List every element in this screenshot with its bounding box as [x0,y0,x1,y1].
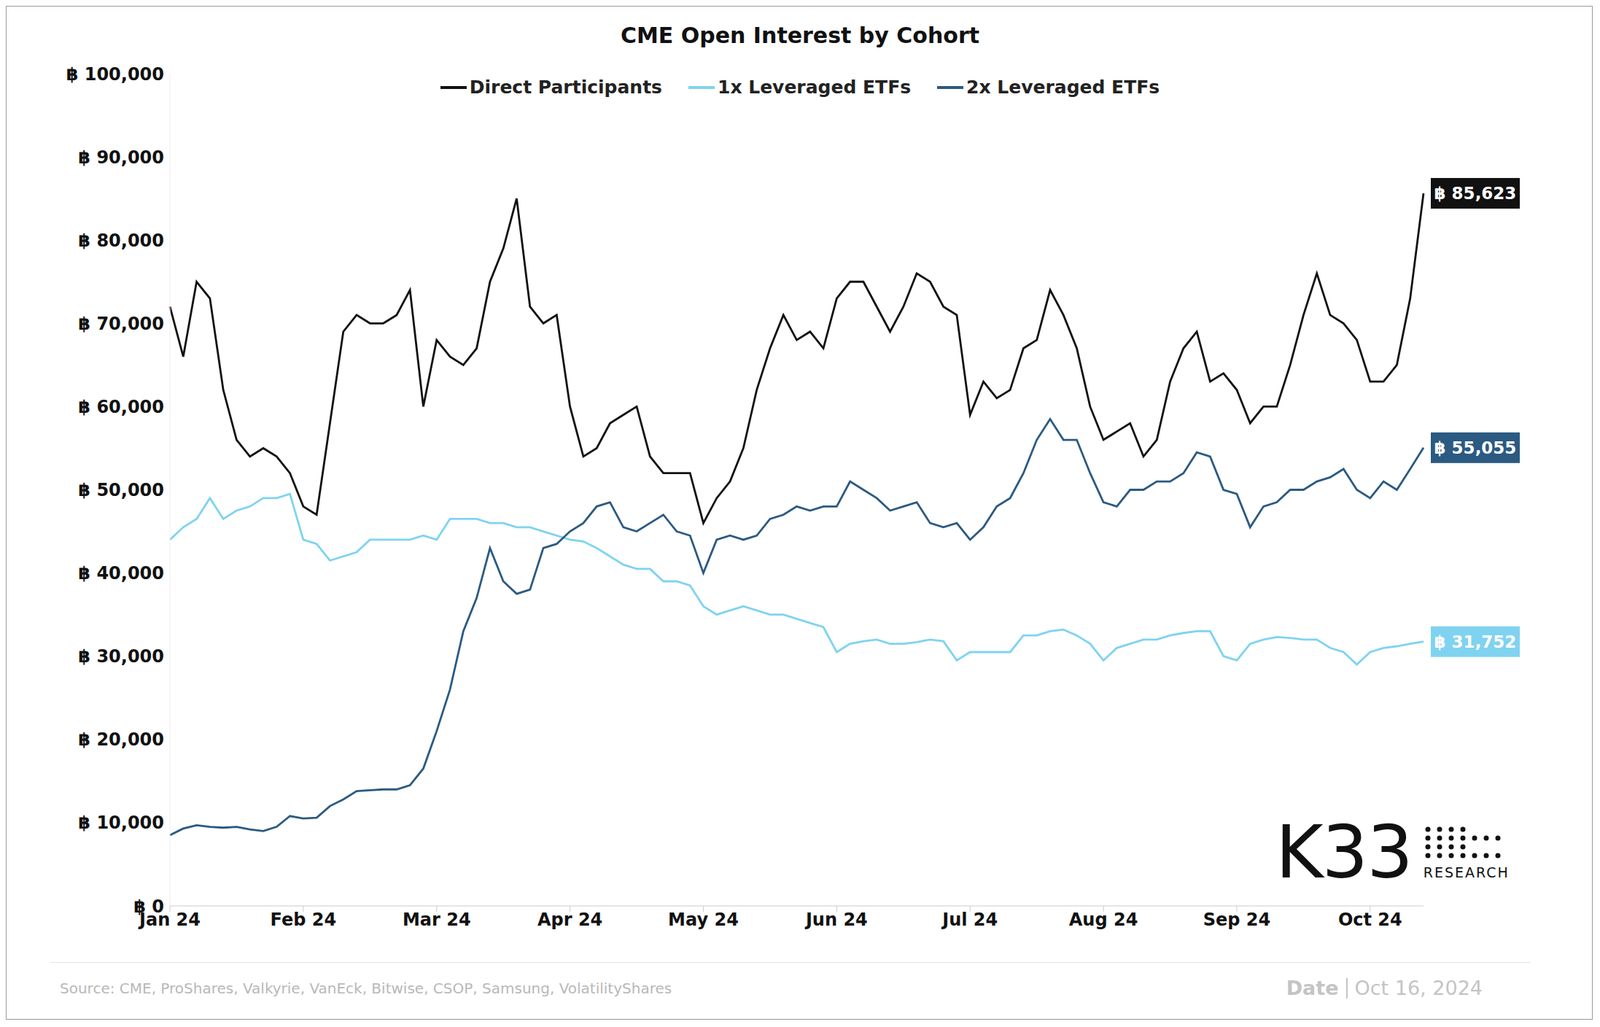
html-text:Direct Participants: Direct Participants [469,76,663,98]
html-text:Date: Date [1286,976,1339,1000]
svg-text:฿ 100,000: ฿ 100,000 [66,64,165,85]
svg-text:฿ 50,000: ฿ 50,000 [78,479,165,501]
svg-text:Apr 24: Apr 24 [537,909,603,930]
svg-text:May 24: May 24 [668,909,739,930]
svg-text:Aug 24: Aug 24 [1069,909,1139,930]
svg-text:฿ 30,000: ฿ 30,000 [78,646,165,667]
svg-text:฿ 10,000: ฿ 10,000 [78,812,165,833]
svg-text:Oct 24: Oct 24 [1338,909,1403,930]
svg-text:฿ 80,000: ฿ 80,000 [78,230,165,251]
svg-text:฿ 55,055: ฿ 55,055 [1434,438,1517,458]
svg-text:Sep 24: Sep 24 [1203,909,1272,930]
html-text:2x Leveraged ETFs: 2x Leveraged ETFs [966,76,1160,98]
svg-text:Feb 24: Feb 24 [270,909,337,930]
html-text:Source: CME, ProShares, Valkyr: Source: CME, ProShares, Valkyrie, VanEck… [59,979,672,997]
svg-text:฿ 40,000: ฿ 40,000 [78,562,165,584]
svg-text:฿ 20,000: ฿ 20,000 [78,729,165,750]
html-text:RESEARCH: RESEARCH [1423,864,1510,881]
html-text:CME Open Interest by Cohort: CME Open Interest by Cohort [620,22,980,49]
svg-text:Jun 24: Jun 24 [804,909,868,930]
svg-text:฿ 90,000: ฿ 90,000 [78,147,165,168]
svg-text:฿ 60,000: ฿ 60,000 [78,396,165,418]
svg-text:Jan 24: Jan 24 [139,909,201,930]
html-text:K33: K33 [1275,809,1412,895]
html-text:Oct 16, 2024: Oct 16, 2024 [1354,976,1483,1000]
html-text:1x Leveraged ETFs: 1x Leveraged ETFs [717,76,911,98]
svg-text:฿ 31,752: ฿ 31,752 [1434,632,1517,652]
svg-text:Jul 24: Jul 24 [940,909,998,930]
svg-text:฿ 85,623: ฿ 85,623 [1434,183,1517,203]
svg-text:฿ 70,000: ฿ 70,000 [78,313,165,335]
svg-text:Mar 24: Mar 24 [402,909,472,930]
svg-text:฿ 0: ฿ 0 [133,896,165,917]
